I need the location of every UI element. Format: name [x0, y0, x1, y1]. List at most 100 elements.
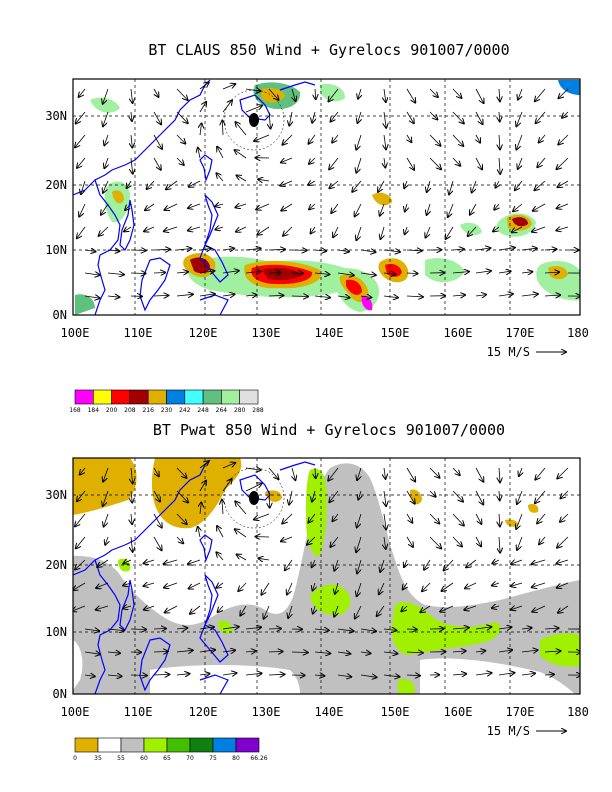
- wind-vector: [153, 513, 162, 528]
- pwat-region: [420, 658, 575, 694]
- wind-vector: [84, 273, 100, 275]
- wind-vector: [188, 559, 201, 564]
- wind-vector: [406, 88, 415, 103]
- wind-vector: [452, 628, 469, 629]
- wind-vector: [153, 674, 169, 675]
- wind-vector: [452, 651, 466, 652]
- wind-vector: [516, 111, 523, 126]
- wind-vector: [258, 179, 270, 181]
- wind-vectors: [75, 82, 580, 298]
- wind-vector: [475, 513, 481, 524]
- wind-vector: [269, 490, 270, 508]
- wind-vector: [539, 536, 546, 544]
- wind-vector: [314, 652, 330, 654]
- pwat-region: [73, 458, 137, 515]
- wind-vector: [216, 173, 224, 182]
- lat-label: 20N: [45, 558, 67, 572]
- wind-vector: [199, 627, 214, 629]
- wind-vector: [475, 295, 486, 296]
- wind-vector: [107, 629, 124, 631]
- wind-vector: [107, 273, 124, 275]
- wind-vector: [153, 111, 161, 124]
- wind-vector: [314, 250, 326, 251]
- cloud-region: [536, 260, 580, 301]
- wind-vector: [556, 560, 569, 564]
- wind-vector: [544, 628, 559, 629]
- wind-vector: [513, 203, 523, 211]
- wind-vector: [383, 675, 400, 677]
- wind-vector: [311, 226, 316, 234]
- colorbar-label: 35: [94, 755, 102, 762]
- wind-vector: [334, 605, 338, 617]
- wind-vector: [379, 582, 385, 594]
- wind-vector: [130, 273, 146, 274]
- wind-vector: [475, 467, 483, 482]
- wind-vector: [222, 248, 234, 250]
- wind-vector: [176, 249, 191, 251]
- wind-vector: [475, 88, 484, 103]
- wind-vector: [499, 134, 500, 149]
- colorbar-label: 216: [142, 407, 154, 414]
- lat-label: 10N: [45, 243, 67, 257]
- wind-vector: [426, 226, 431, 238]
- wind-vector: [131, 111, 132, 121]
- wind-vector: [429, 111, 437, 120]
- pwat-region: [150, 665, 300, 694]
- wind-vector: [176, 628, 187, 629]
- wind-vector: [190, 605, 201, 614]
- wind-vector: [499, 157, 500, 174]
- wind-vector: [240, 605, 247, 616]
- wind-vector: [216, 583, 224, 588]
- cloud-region: [346, 279, 362, 295]
- wind-vector: [475, 248, 490, 250]
- wind-vector: [77, 157, 86, 168]
- wind-vector: [360, 273, 376, 275]
- colorbar-swatch: [212, 737, 237, 753]
- wind-vector: [452, 490, 463, 502]
- wind-vector: [81, 180, 86, 194]
- wind-vector: [406, 467, 415, 482]
- wind-vector: [176, 650, 193, 652]
- wind-vector: [535, 180, 546, 190]
- wind-vector: [332, 513, 339, 521]
- wind-vector: [199, 82, 209, 90]
- lon-label: 170E: [506, 705, 535, 719]
- wind-vector: [199, 674, 210, 675]
- wind-vector: [216, 552, 224, 561]
- wind-vector: [257, 226, 270, 235]
- wind-vector: [335, 582, 338, 594]
- wind-vector: [331, 203, 339, 213]
- lon-label: 150E: [381, 326, 410, 340]
- wind-vector: [144, 560, 155, 563]
- wind-vector: [383, 250, 400, 252]
- wind-vector: [356, 226, 362, 240]
- wind-vector: [235, 501, 247, 515]
- wind-vector: [406, 675, 420, 676]
- colorbar-swatch: [239, 389, 259, 405]
- panel-pwat: BT Pwat 850 Wind + Gyrelocs 901007/0000: [45, 421, 589, 762]
- cloud-region: [75, 294, 95, 315]
- wind-vector: [309, 134, 316, 144]
- wind-vector: [268, 88, 279, 100]
- colorbar-swatch: [74, 737, 99, 753]
- pwat-region: [265, 490, 282, 502]
- wind-vector: [536, 111, 546, 123]
- wind-vector: [427, 203, 430, 215]
- wind-vector: [153, 134, 162, 149]
- wind-vector: [222, 84, 235, 90]
- wind-vector: [176, 88, 188, 100]
- wind-vector: [84, 296, 100, 298]
- wind-vector: [360, 296, 371, 298]
- wind-vector: [452, 272, 469, 273]
- wind-vector: [314, 296, 330, 298]
- wind-vector: [355, 203, 362, 216]
- pwat-region: [310, 584, 351, 616]
- wind-vector: [472, 180, 477, 193]
- wind-vector: [496, 180, 500, 188]
- wind-vector: [199, 102, 206, 113]
- wind-vector: [199, 294, 215, 296]
- wind-vector: [199, 248, 211, 250]
- pwat-region: [391, 602, 501, 656]
- wind-vector: [105, 536, 108, 545]
- wind-vector: [558, 180, 569, 187]
